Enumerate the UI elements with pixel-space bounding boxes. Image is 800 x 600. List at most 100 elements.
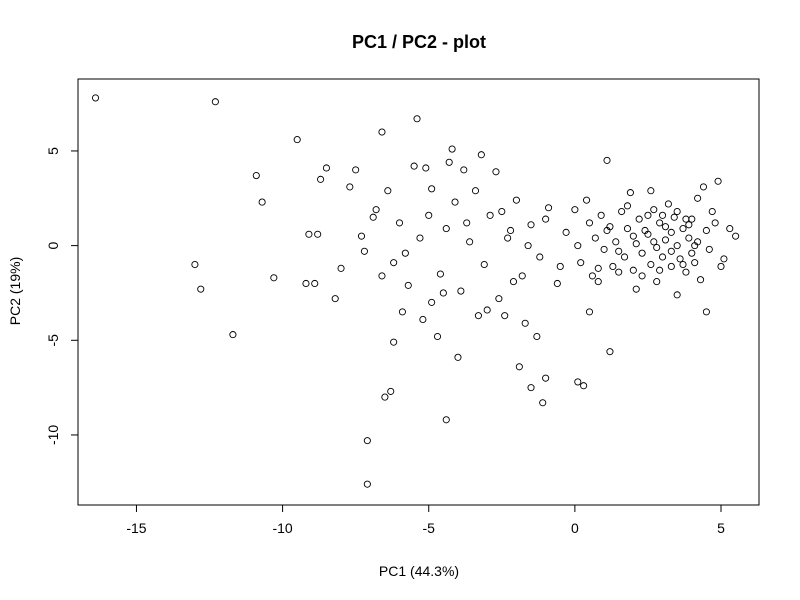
data-point [673, 291, 681, 299]
data-point [670, 213, 678, 221]
data-point [337, 264, 345, 272]
data-point [357, 232, 366, 240]
data-point [667, 228, 675, 236]
data-point [661, 223, 670, 231]
data-point [401, 249, 409, 257]
data-point [542, 215, 550, 223]
data-point [305, 230, 313, 238]
data-point [679, 225, 687, 233]
data-point [629, 232, 637, 240]
data-point [492, 168, 500, 176]
data-point [726, 225, 734, 233]
data-points [91, 94, 740, 488]
data-point [442, 416, 450, 424]
data-point [632, 240, 640, 248]
data-point [360, 247, 368, 255]
y-tick-label: 0 [45, 242, 61, 250]
data-point [483, 306, 491, 314]
data-point [632, 285, 640, 293]
data-point [656, 266, 664, 274]
data-point [594, 264, 602, 272]
data-point [644, 230, 652, 238]
data-point [504, 234, 512, 242]
data-point [471, 187, 480, 195]
data-point [656, 219, 664, 227]
data-point [91, 94, 100, 102]
data-point [387, 387, 395, 395]
data-point [229, 331, 237, 339]
data-point [422, 164, 430, 172]
data-point [542, 374, 550, 382]
data-point [661, 236, 670, 244]
data-point [211, 98, 219, 106]
data-point [521, 319, 529, 327]
data-point [369, 213, 377, 221]
data-point [717, 262, 725, 270]
data-point [445, 158, 453, 166]
data-point [363, 480, 371, 488]
data-point [507, 226, 515, 235]
data-point [539, 399, 547, 407]
data-point [688, 215, 696, 223]
data-point [436, 270, 444, 278]
data-point [705, 245, 713, 253]
data-point [658, 253, 667, 261]
data-point [585, 219, 594, 227]
data-point [457, 287, 465, 295]
data-point [363, 437, 371, 445]
data-point [454, 353, 462, 361]
data-point [527, 221, 535, 229]
data-point [571, 206, 579, 214]
data-point [562, 228, 570, 236]
data-point [606, 348, 614, 356]
data-point [638, 249, 646, 257]
data-point [702, 308, 710, 316]
data-point [463, 219, 471, 227]
data-point [545, 204, 553, 212]
plot-frame [77, 78, 760, 506]
data-point [512, 196, 520, 204]
data-point [390, 259, 398, 267]
data-point [398, 308, 406, 316]
data-point [191, 260, 199, 269]
data-point [252, 172, 260, 180]
data-point [694, 194, 702, 202]
x-axis-label: PC1 (44.3%) [379, 563, 459, 579]
data-point [331, 295, 339, 303]
data-point [682, 268, 690, 276]
data-point [673, 207, 681, 216]
data-point [591, 234, 599, 242]
data-point [714, 177, 722, 185]
data-point [413, 115, 421, 123]
chart-title: PC1 / PC2 - plot [352, 32, 486, 52]
data-point [688, 249, 696, 257]
data-point [679, 260, 687, 269]
data-point [720, 255, 728, 263]
data-point [623, 202, 632, 210]
x-tick-label: 0 [571, 520, 579, 536]
data-point [732, 232, 740, 240]
data-point [477, 151, 485, 159]
data-point [644, 211, 652, 219]
data-point [691, 259, 699, 267]
data-point [699, 183, 708, 191]
data-point [618, 207, 626, 216]
data-point [416, 234, 424, 242]
data-point [410, 162, 418, 170]
data-point [258, 198, 266, 206]
data-point [691, 242, 699, 250]
data-point [428, 185, 436, 193]
data-point [650, 238, 658, 246]
data-point [682, 215, 690, 223]
data-point [603, 226, 611, 235]
data-point [460, 166, 468, 174]
data-point [378, 272, 386, 280]
data-point [577, 259, 585, 267]
data-point [381, 393, 389, 401]
data-point [574, 378, 582, 386]
data-point [580, 382, 588, 390]
data-point [647, 260, 655, 269]
data-point [658, 211, 667, 219]
data-point [501, 312, 509, 320]
